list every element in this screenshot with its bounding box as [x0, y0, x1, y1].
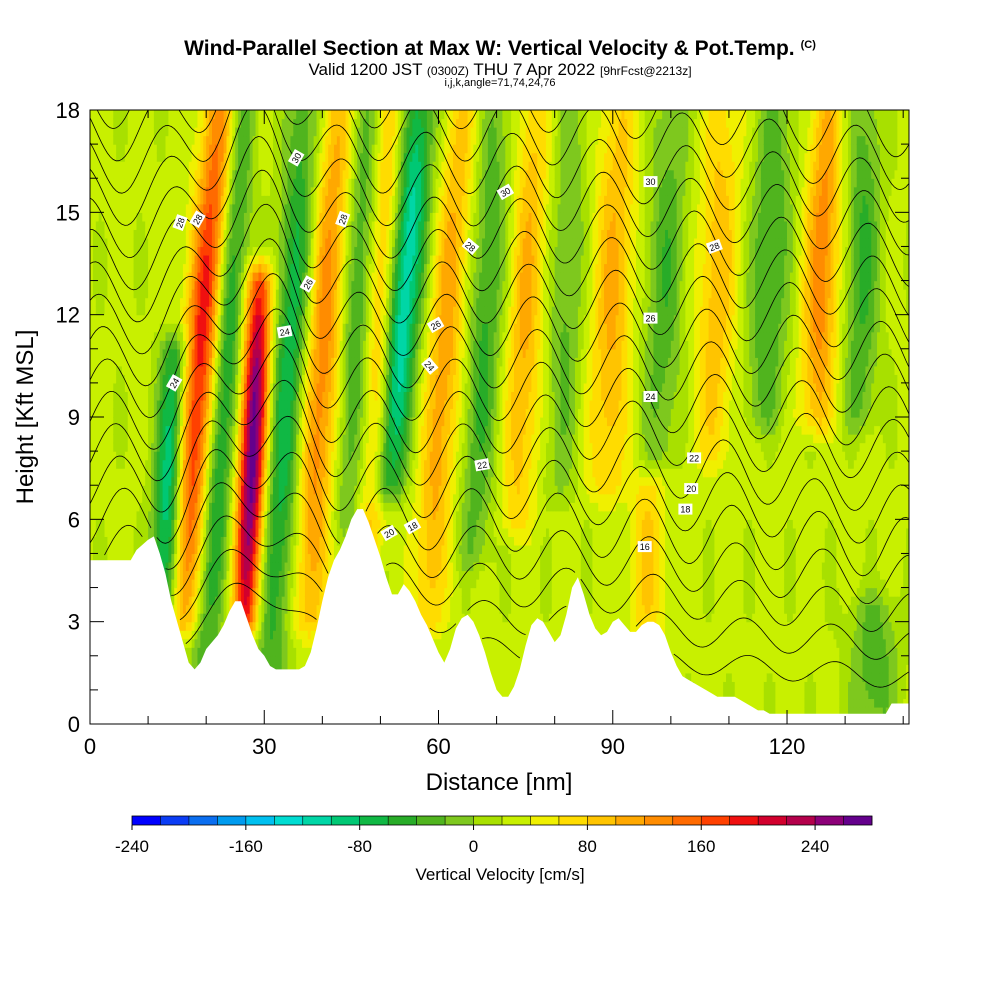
vertical-velocity-field: [90, 110, 910, 725]
cross-section-chart: 30303028 28 2828 282626 262424242422222020 18…: [0, 0, 1000, 1000]
